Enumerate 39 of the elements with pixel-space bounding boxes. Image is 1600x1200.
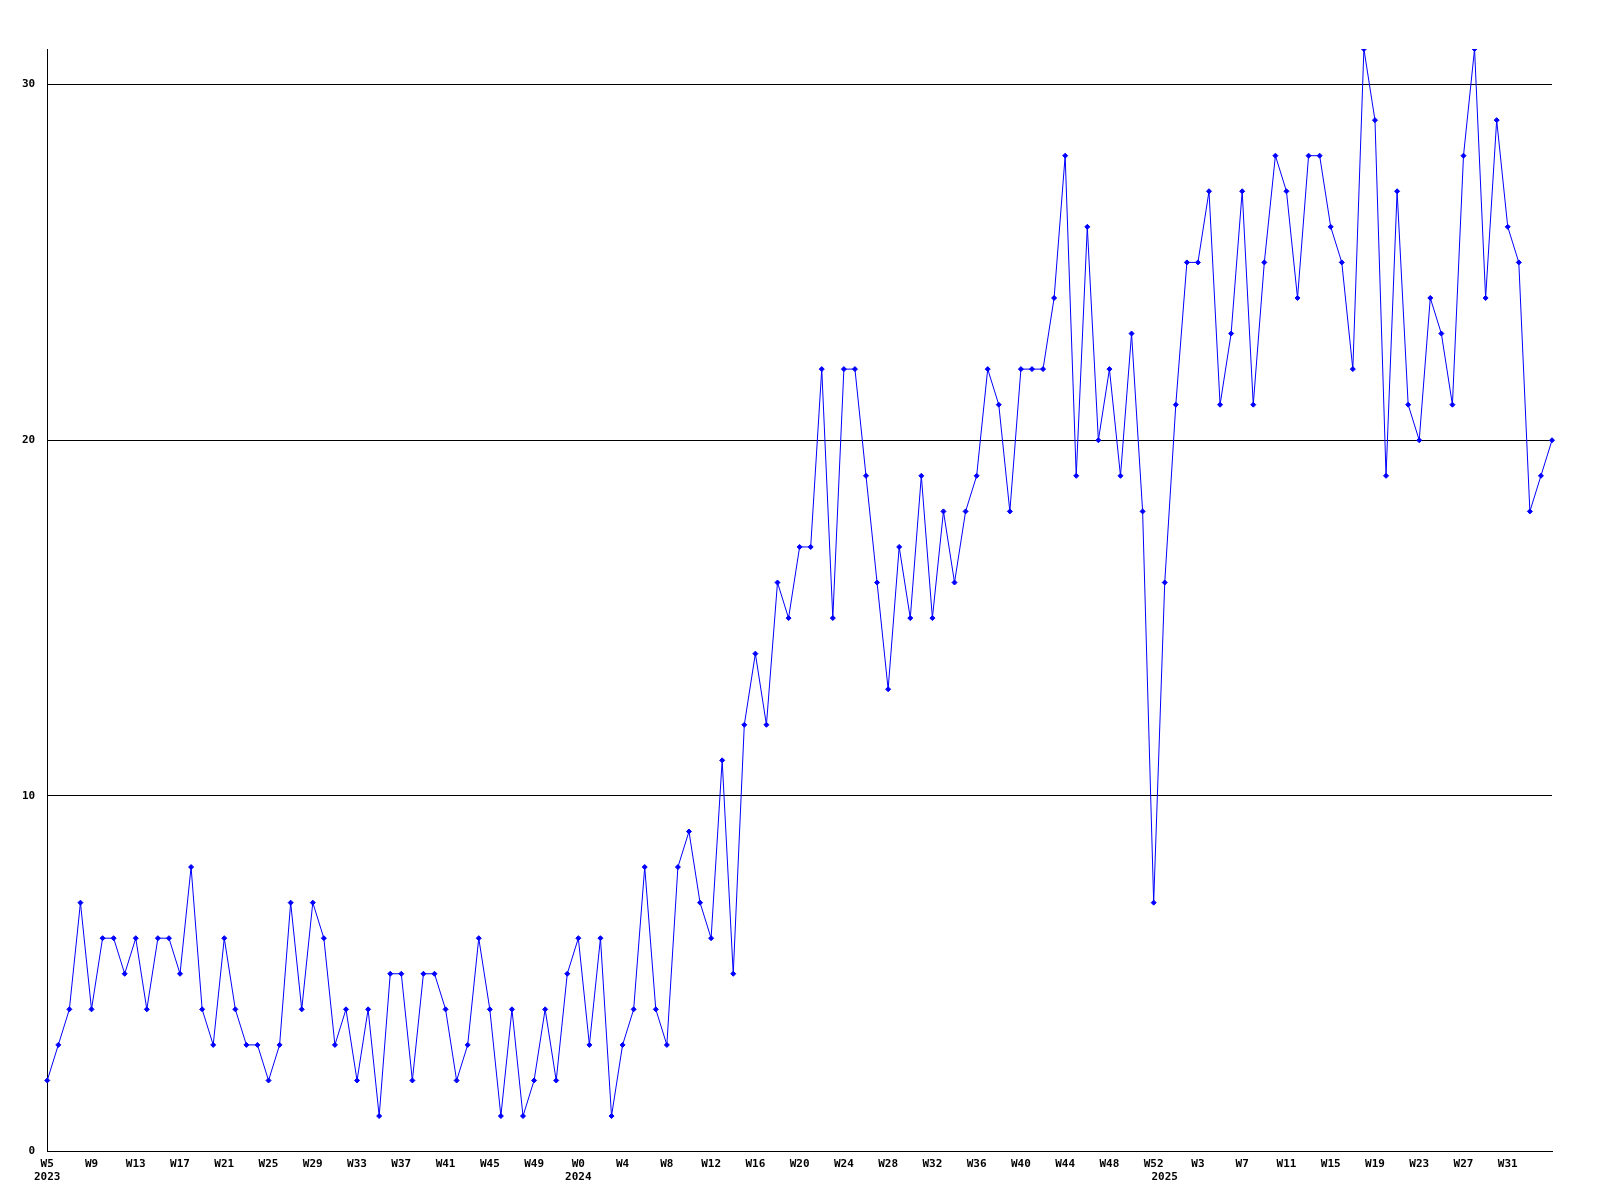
x-tick-label: W8 <box>660 1157 674 1171</box>
x-tick-label: W27 <box>1453 1157 1474 1171</box>
x-tick-label: W32 <box>922 1157 943 1171</box>
x-tick-label: W49 <box>524 1157 545 1171</box>
x-tick-label: W15 <box>1320 1157 1341 1171</box>
x-tick-label: W33 <box>347 1157 367 1171</box>
y-tick-label: 30 <box>22 77 36 91</box>
x-tick-label: W31 <box>1497 1157 1519 1171</box>
x-tick-label: W24 <box>833 1157 855 1171</box>
x-tick-label: W20 <box>789 1157 810 1171</box>
x-tick-label: W40 <box>1010 1157 1031 1171</box>
x-tick-label: W23 <box>1409 1157 1430 1171</box>
x-tick-label: W41 <box>435 1157 456 1171</box>
x-tick-label: W4 <box>615 1157 630 1171</box>
x-tick-label: W21 <box>214 1157 235 1171</box>
y-tick-label: 20 <box>22 433 36 447</box>
x-tick-label: W28 <box>878 1157 899 1171</box>
x-tick-label: W25 <box>258 1157 279 1171</box>
y-tick-label: 10 <box>22 788 36 802</box>
x-tick-label: W0 2024 <box>565 1157 592 1184</box>
x-tick-label: W3 <box>1191 1157 1205 1171</box>
x-tick-label: W29 <box>302 1157 323 1171</box>
x-tick-label: W45 <box>479 1157 500 1171</box>
x-tick-label: W17 <box>170 1157 190 1171</box>
x-tick-label: 2025 <box>1151 1170 1178 1184</box>
x-tick-label: W37 <box>391 1157 412 1171</box>
x-tick-label: W52 <box>1143 1157 1164 1171</box>
x-tick-label: W48 <box>1099 1157 1120 1171</box>
x-tick-label: W9 <box>84 1157 99 1171</box>
x-tick-label: W5 2023 <box>34 1157 61 1184</box>
x-tick-label: W19 <box>1365 1157 1385 1171</box>
x-tick-label: W16 <box>745 1157 766 1171</box>
x-tick-label: W12 <box>701 1157 722 1171</box>
x-tick-label: W7 <box>1235 1157 1249 1171</box>
x-tick-label: W13 <box>125 1157 146 1171</box>
x-tick-label: W44 <box>1055 1157 1076 1171</box>
y-tick-label: 0 <box>28 1144 36 1158</box>
x-tick-label: W11 <box>1276 1157 1297 1171</box>
x-tick-label: W36 <box>966 1157 987 1171</box>
